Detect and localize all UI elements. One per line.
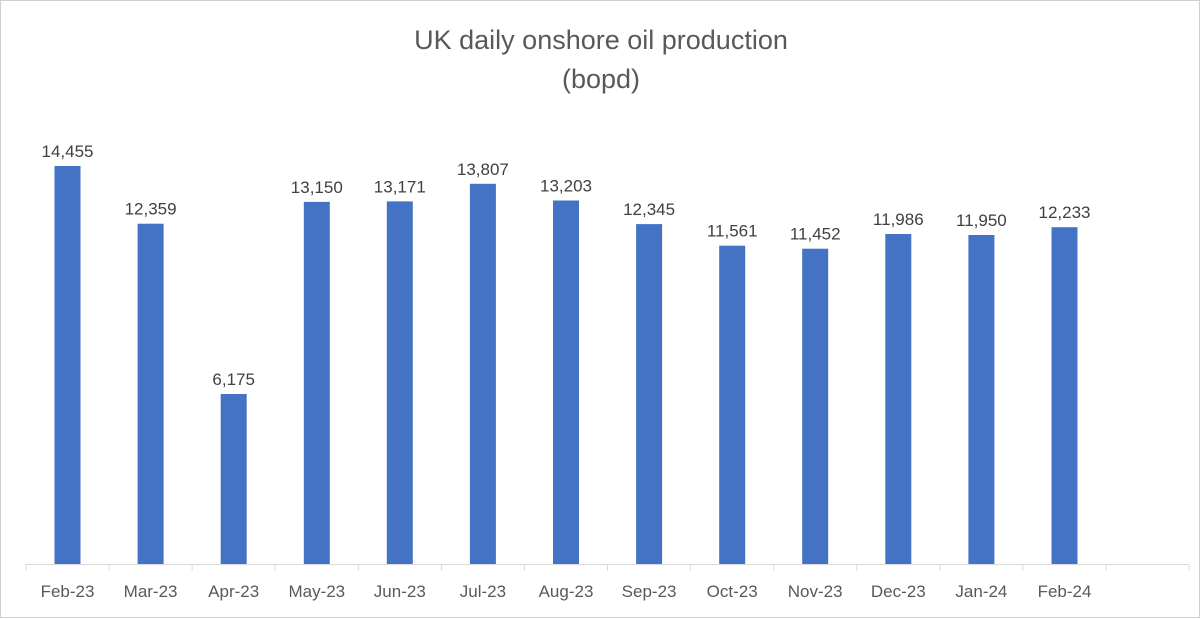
- x-tick-label: Apr-23: [208, 582, 259, 601]
- data-label: 11,452: [790, 225, 841, 244]
- x-tick-label: Jun-23: [374, 582, 426, 601]
- bar-sep-23: [636, 224, 663, 564]
- data-label: 6,175: [212, 370, 255, 389]
- bar-jun-23: [386, 201, 413, 564]
- chart-subtitle: (bopd): [562, 64, 640, 94]
- bar-jul-23: [469, 183, 496, 565]
- bar-nov-23: [802, 248, 829, 564]
- data-label: 13,203: [540, 177, 592, 196]
- x-tick-label: Oct-23: [707, 582, 758, 601]
- x-tick-label: Aug-23: [539, 582, 594, 601]
- x-tick-label: Dec-23: [871, 582, 926, 601]
- bar-feb-24: [1051, 227, 1078, 564]
- x-axis: [25, 564, 1190, 571]
- x-tick-label: Feb-24: [1038, 582, 1092, 601]
- bar-dec-23: [885, 234, 912, 564]
- data-label: 11,950: [956, 211, 1007, 230]
- data-label: 12,233: [1039, 203, 1091, 222]
- x-tick-label: Feb-23: [41, 582, 95, 601]
- bar-mar-23: [137, 223, 164, 564]
- data-label: 13,171: [374, 177, 426, 196]
- data-label: 14,455: [42, 142, 94, 161]
- data-label: 12,359: [125, 200, 177, 219]
- bars-group: [54, 166, 1078, 565]
- bar-may-23: [303, 201, 330, 564]
- data-label: 13,807: [457, 160, 509, 179]
- bar-apr-23: [220, 394, 247, 564]
- x-tick-label: Jul-23: [460, 582, 506, 601]
- data-labels-group: 14,455 12,359 6,175 13,150 13,171 13,807 13,20…: [42, 142, 1091, 389]
- data-label: 13,150: [291, 178, 343, 197]
- x-tick-labels: Feb-23 Mar-23 Apr-23 May-23 Jun-23 Jul-23 Aug-…: [41, 582, 1092, 601]
- data-label: 11,986: [873, 210, 924, 229]
- bar-jan-24: [968, 235, 995, 564]
- bar-aug-23: [553, 200, 579, 564]
- bar-feb-23: [54, 166, 81, 564]
- bar-oct-23: [719, 245, 746, 564]
- x-tick-label: Mar-23: [124, 582, 178, 601]
- chart-title: UK daily onshore oil production: [414, 25, 788, 55]
- data-label: 11,561: [707, 222, 758, 241]
- x-tick-label: Nov-23: [788, 582, 843, 601]
- data-label: 12,345: [623, 200, 675, 219]
- x-tick-label: Jan-24: [955, 582, 1007, 601]
- x-tick-label: Sep-23: [622, 582, 677, 601]
- x-tick-label: May-23: [288, 582, 345, 601]
